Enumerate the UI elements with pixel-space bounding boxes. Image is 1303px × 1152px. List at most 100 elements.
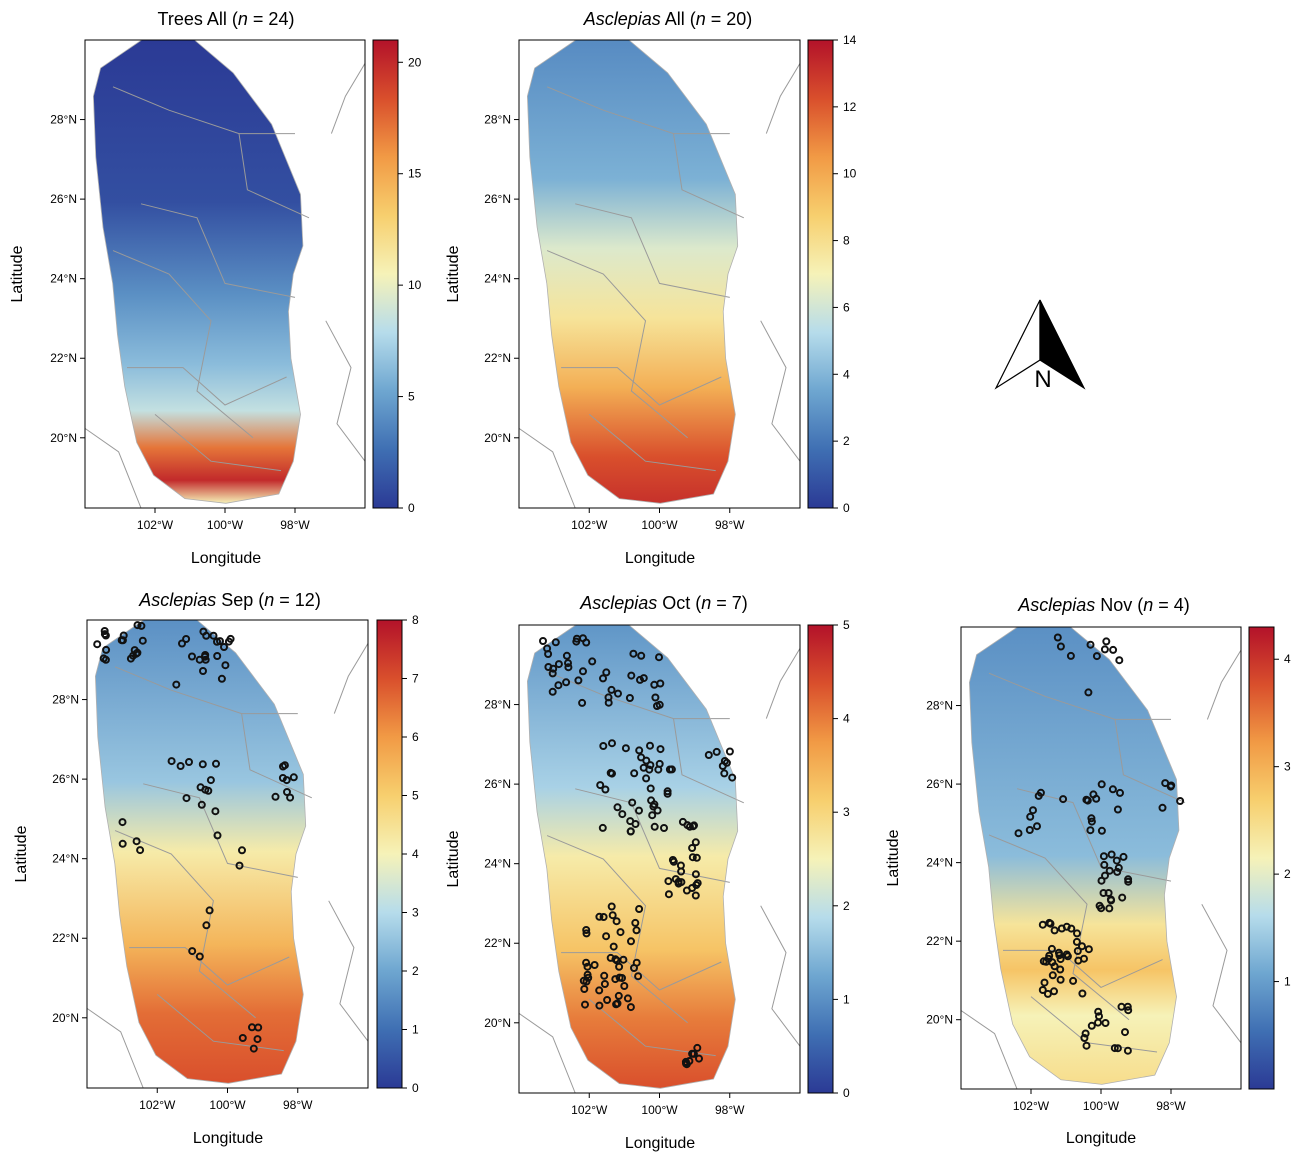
occurrence-point [578, 698, 587, 707]
occurrence-point [283, 788, 291, 796]
occurrence-point [590, 961, 599, 969]
region-outline [94, 619, 307, 1084]
occurrence-point [1033, 822, 1041, 831]
occurrence-point [1029, 806, 1037, 815]
boundary-line [238, 133, 310, 219]
lon-tick-label: 102°W [139, 1098, 176, 1112]
occurrence-point [602, 932, 611, 941]
occurrence-point [582, 926, 591, 934]
boundary-line [86, 1007, 144, 1089]
occurrence-point [1107, 850, 1116, 859]
occurrence-point [583, 962, 592, 971]
boundary-line [84, 427, 142, 509]
scale-tick-label: 4 [412, 847, 419, 861]
occurrence-point [689, 822, 698, 831]
occurrence-point [238, 1034, 247, 1042]
occurrence-point [1119, 852, 1128, 861]
panel-asclepias-nov: Asclepias Nov (n = 4) 28°N 26°N 24°N 22°N 20… [885, 595, 1291, 1147]
lon-tick-label: 100°W [1083, 1099, 1120, 1113]
y-axis-label: Latitude [9, 245, 26, 302]
occurrence-point [1092, 794, 1101, 803]
boundary-line [575, 203, 730, 298]
occurrence-point [582, 929, 591, 938]
occurrence-point [211, 807, 220, 816]
occurrence-point [651, 693, 660, 702]
scale-tick-label: 6 [843, 300, 850, 314]
region-outline [526, 39, 739, 504]
scale-tick-label: 4 [843, 367, 850, 381]
boundary-line [156, 994, 284, 1052]
occurrence-point [564, 663, 573, 672]
occurrence-point [1097, 904, 1106, 913]
region-outline [526, 624, 739, 1089]
occurrence-point [608, 739, 616, 748]
occurrence-point [213, 637, 221, 646]
occurrence-point [100, 627, 109, 635]
occurrence-point [613, 803, 622, 812]
lat-tick-label: 28°N [926, 699, 953, 713]
occurrence-point [1057, 924, 1066, 933]
occurrence-point [254, 1023, 263, 1032]
boundary-line [1206, 649, 1242, 720]
occurrence-point [554, 681, 563, 690]
occurrence-point [648, 811, 657, 820]
occurrence-point [1026, 812, 1035, 821]
occurrence-point [632, 926, 641, 935]
scale-tick-label: 4 [843, 712, 850, 726]
lon-tick-label: 98°W [715, 1103, 745, 1117]
occurrence-point [554, 660, 563, 669]
occurrence-point [1014, 829, 1023, 838]
occurrence-point [1087, 814, 1096, 823]
occurrence-point [613, 999, 622, 1008]
occurrence-point [579, 667, 587, 676]
lon-tick-label: 100°W [641, 1103, 678, 1117]
color-scale-bar: 0 1 2 3 4 5 6 7 8 [376, 613, 419, 1095]
occurrence-point [693, 1043, 702, 1052]
boundary-line [760, 320, 801, 462]
x-axis-label: Longitude [625, 1135, 695, 1152]
occurrence-point [579, 634, 587, 643]
occurrence-point [176, 762, 185, 770]
occurrence-point [637, 651, 646, 660]
occurrence-point [1084, 688, 1093, 697]
occurrence-point [1046, 919, 1055, 928]
color-ramp [807, 39, 834, 509]
lat-tick-label: 20°N [484, 1016, 511, 1030]
occurrence-point [182, 635, 191, 643]
occurrence-point [212, 759, 220, 768]
scale-tick-label: 0 [843, 1086, 850, 1100]
occurrence-point [1078, 942, 1086, 951]
occurrence-point [1110, 1044, 1119, 1053]
occurrence-point [655, 700, 664, 709]
lat-tick-label: 24°N [484, 857, 511, 871]
occurrence-point [704, 751, 713, 759]
occurrence-point [562, 678, 571, 687]
region-outline [968, 626, 1180, 1085]
lat-tick-label: 26°N [484, 192, 511, 206]
panel-trees-all: Trees All (n = 24) 28°N 26°N 24°N 22°N 20°N 1… [9, 9, 422, 567]
lon-tick-label: 100°W [209, 1098, 246, 1112]
y-axis-label: Latitude [13, 825, 30, 882]
occurrence-point [172, 680, 181, 689]
occurrence-point [619, 955, 628, 964]
occurrence-point [663, 789, 672, 798]
scale-tick-label: 1 [843, 992, 850, 1006]
scale-tick-label: 0 [408, 501, 415, 515]
lon-tick-label: 102°W [571, 518, 608, 532]
occurrence-point [712, 747, 721, 756]
scale-tick-label: 14 [843, 33, 857, 47]
occurrence-point [639, 674, 648, 683]
occurrence-point [720, 769, 729, 778]
boundary-line [673, 718, 745, 804]
x-axis-label: Longitude [625, 550, 695, 567]
color-ramp [376, 619, 403, 1089]
occurrence-point [286, 793, 295, 802]
occurrence-point [604, 698, 613, 707]
boundary-line [760, 905, 801, 1047]
occurrence-point [1087, 1021, 1096, 1030]
occurrence-point [1108, 785, 1117, 794]
boundary-line [325, 320, 366, 462]
occurrence-point [621, 744, 630, 753]
occurrence-point [1038, 920, 1047, 929]
occurrence-point [182, 794, 191, 803]
